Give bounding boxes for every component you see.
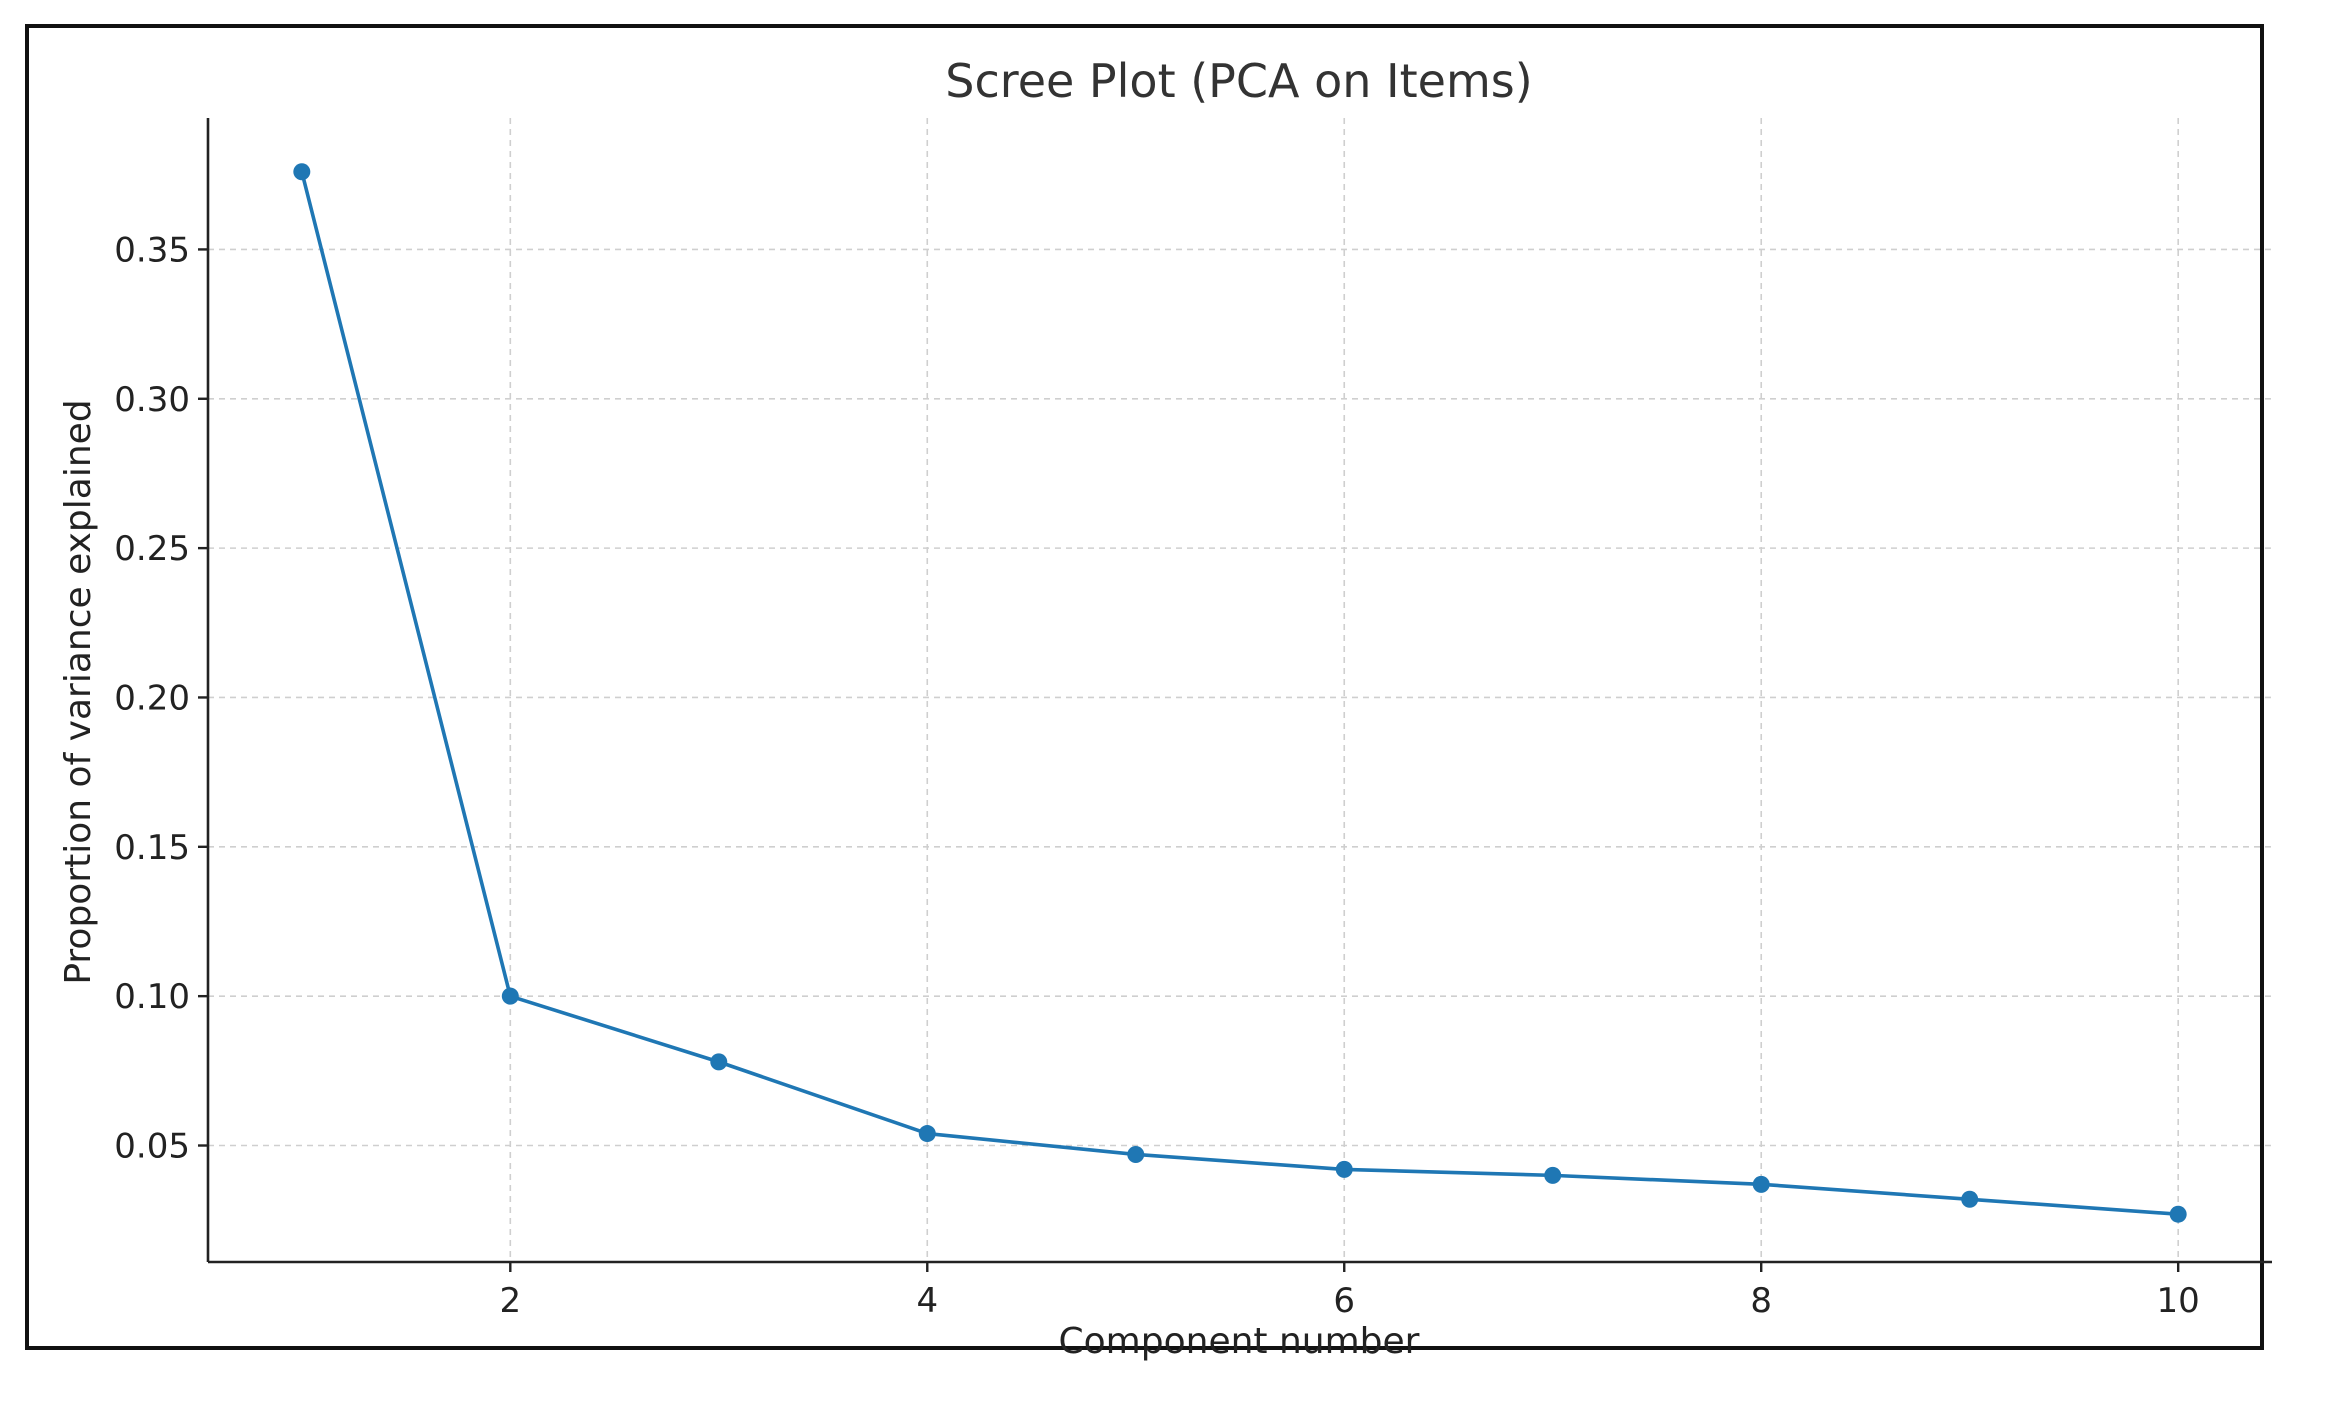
y-axis-label: Proportion of variance explained xyxy=(58,399,99,984)
ticks-layer: 2 4 6 8 10 0.05 0.10 0.15 0.20 0.25 0.30 0.35 xyxy=(114,230,2200,1321)
x-tick-label: 8 xyxy=(1750,1281,1772,1321)
x-axis-label: Component number xyxy=(1059,1321,1420,1362)
x-tick-label: 6 xyxy=(1333,1281,1355,1321)
data-point xyxy=(1544,1166,1562,1184)
data-point xyxy=(293,163,311,181)
x-tick-label: 2 xyxy=(499,1281,521,1321)
chart-title: Scree Plot (PCA on Items) xyxy=(945,54,1532,108)
data-point xyxy=(918,1125,936,1143)
data-point xyxy=(2169,1205,2187,1223)
data-point xyxy=(1335,1160,1353,1178)
y-tick-label: 0.25 xyxy=(114,529,190,569)
y-tick-label: 0.05 xyxy=(114,1127,190,1167)
x-tick-label: 4 xyxy=(916,1281,938,1321)
y-tick-label: 0.20 xyxy=(114,678,190,718)
y-tick-label: 0.30 xyxy=(114,380,190,420)
y-tick-label: 0.10 xyxy=(114,977,190,1017)
series-line xyxy=(300,171,2179,1217)
data-point xyxy=(1961,1190,1979,1208)
y-tick-label: 0.35 xyxy=(114,230,190,270)
x-tick-label: 10 xyxy=(2157,1281,2200,1321)
axes-layer xyxy=(206,118,2272,1264)
y-tick-label: 0.15 xyxy=(114,828,190,868)
figure-frame xyxy=(25,24,2264,1350)
data-point xyxy=(710,1053,728,1071)
series-layer xyxy=(293,163,2187,1223)
data-point xyxy=(1127,1145,1145,1163)
data-point xyxy=(501,987,519,1005)
grid-layer xyxy=(208,118,2272,1262)
data-point xyxy=(1752,1175,1770,1193)
